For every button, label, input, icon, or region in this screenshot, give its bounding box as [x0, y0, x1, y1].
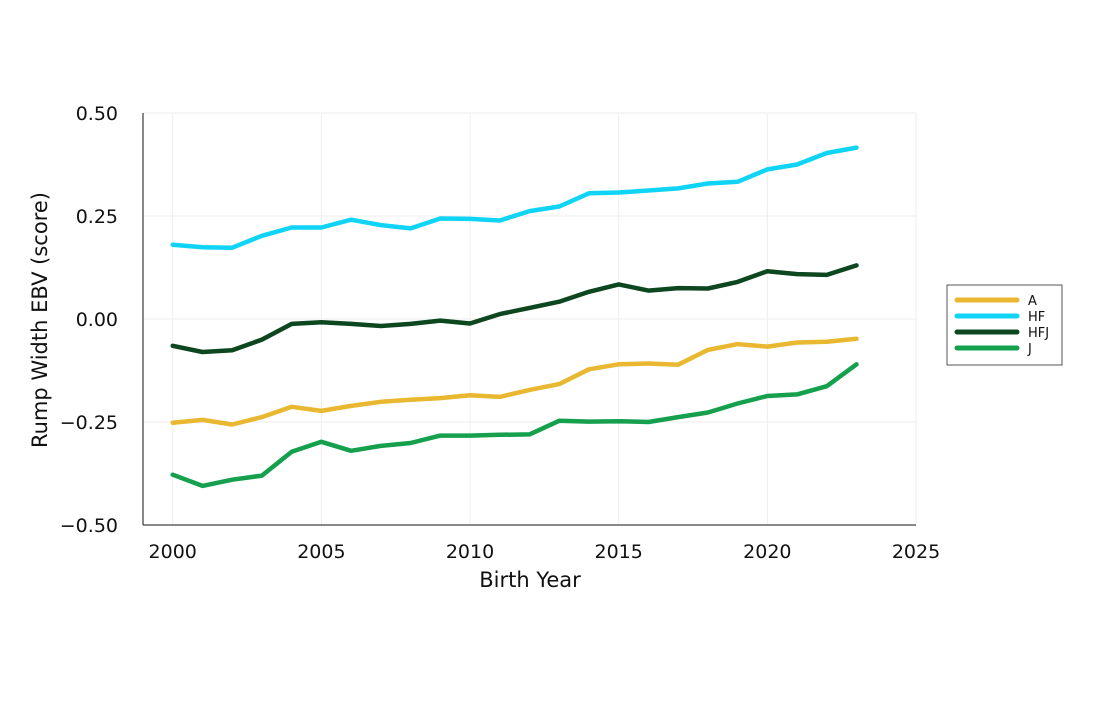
- legend-label-hfj: HFJ: [1028, 326, 1049, 341]
- series-line-hf: [170, 145, 859, 250]
- legend-box: [946, 284, 1063, 366]
- legend-label-hf: HF: [1028, 310, 1045, 325]
- grid: [143, 112, 917, 526]
- x-tick-label: 2015: [595, 541, 643, 563]
- x-tick-label: 2025: [892, 541, 940, 563]
- legend-label-j: J: [1027, 342, 1032, 357]
- series-line-j: [170, 362, 859, 489]
- x-axis-title: Birth Year: [479, 568, 581, 592]
- legend-label-a: A: [1028, 294, 1037, 309]
- series-line-hfj: [170, 263, 859, 355]
- axes: [142, 113, 916, 526]
- y-tick-label: 0.50: [76, 103, 118, 125]
- x-tick-label: 2005: [297, 541, 345, 563]
- x-tick-label: 2010: [446, 541, 494, 563]
- y-tick-label: −0.50: [60, 515, 118, 537]
- x-tick-label: 2000: [149, 541, 197, 563]
- y-tick-label: −0.25: [60, 412, 118, 434]
- series-lines: [170, 145, 859, 489]
- y-tick-label: 0.00: [76, 309, 118, 331]
- x-tick-label: 2020: [743, 541, 791, 563]
- y-axis-title: Rump Width EBV (score): [28, 192, 52, 448]
- tick-labels: −0.50 −0.25 0.00 0.25 0.50 2000 2005 2010 2015 20…: [60, 103, 940, 563]
- series-line-a: [170, 336, 859, 427]
- y-tick-label: 0.25: [76, 206, 118, 228]
